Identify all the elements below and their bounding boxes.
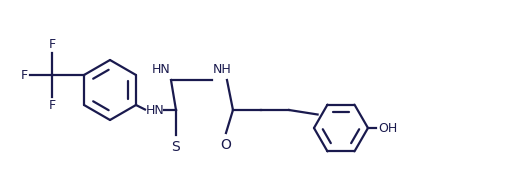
- Text: F: F: [48, 99, 56, 112]
- Text: F: F: [21, 69, 28, 82]
- Text: S: S: [171, 140, 180, 154]
- Text: O: O: [221, 138, 232, 152]
- Text: NH: NH: [213, 63, 232, 76]
- Text: OH: OH: [378, 121, 397, 135]
- Text: HN: HN: [152, 63, 171, 76]
- Text: F: F: [48, 38, 56, 51]
- Text: HN: HN: [146, 104, 165, 116]
